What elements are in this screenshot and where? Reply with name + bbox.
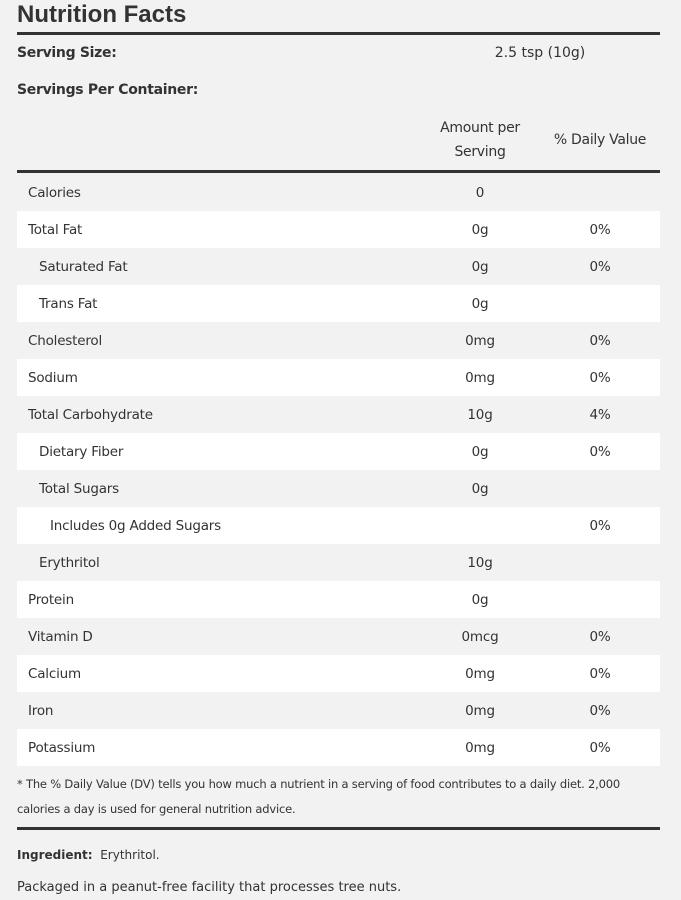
nutrient-name: Potassium (28, 739, 96, 756)
nutrient-amount: 0mg (465, 739, 495, 756)
table-row: Cholesterol 0mg 0% (17, 322, 660, 359)
nutrient-name: Vitamin D (28, 628, 93, 645)
nutrient-daily-value: 4% (589, 406, 611, 423)
nutrient-table: Calories 0 Total Fat 0g 0% Saturated Fat 0g 0% T… (17, 174, 660, 766)
amount-header: Amount per Serving (440, 120, 520, 160)
nutrient-name: Protein (28, 591, 74, 608)
table-row: Trans Fat 0g (17, 285, 660, 322)
nutrient-amount: 0g (471, 258, 489, 275)
nutrient-name: Includes 0g Added Sugars (50, 517, 221, 534)
nutrient-daily-value: 0% (589, 665, 611, 682)
daily-value-header: % Daily Value (553, 132, 647, 148)
nutrient-name: Total Fat (28, 221, 83, 238)
table-row: Potassium 0mg 0% (17, 729, 660, 766)
nutrient-daily-value: 0% (589, 628, 611, 645)
nutrient-daily-value: 0% (589, 221, 611, 238)
table-row: Total Sugars 0g (17, 470, 660, 507)
nutrient-name: Sodium (28, 369, 78, 386)
packaging-note: Packaged in a peanut-free facility that … (17, 880, 402, 895)
nutrient-amount: 0 (475, 184, 485, 201)
nutrient-amount: 0mg (465, 369, 495, 386)
nutrient-daily-value: 0% (589, 443, 611, 460)
nutrient-amount: 0mg (465, 332, 495, 349)
servings-per-container-label: Servings Per Container: (17, 82, 198, 98)
ingredient: Ingredient: Erythritol. (17, 848, 160, 862)
table-row: Protein 0g (17, 581, 660, 618)
table-row: Saturated Fat 0g 0% (17, 248, 660, 285)
table-row: Dietary Fiber 0g 0% (17, 433, 660, 470)
table-row: Calories 0 (17, 174, 660, 211)
nutrient-name: Saturated Fat (39, 258, 128, 275)
nutrient-amount: 0g (471, 591, 489, 608)
nutrient-daily-value: 0% (589, 702, 611, 719)
nutrient-name: Calories (28, 184, 81, 201)
serving-size-label: Serving Size: (17, 45, 117, 61)
nutrient-amount: 0mcg (461, 628, 499, 645)
table-row: Includes 0g Added Sugars 0% (17, 507, 660, 544)
nutrient-name: Iron (28, 702, 54, 719)
nutrient-amount: 0mg (465, 702, 495, 719)
nutrient-amount: 0g (471, 443, 489, 460)
table-row: Vitamin D 0mcg 0% (17, 618, 660, 655)
ingredient-value: Erythritol. (100, 848, 160, 862)
nutrient-amount: 0mg (465, 665, 495, 682)
nutrient-name: Trans Fat (39, 295, 98, 312)
nutrient-amount: 10g (467, 406, 493, 423)
nutrient-amount: 0g (471, 221, 489, 238)
nutrient-amount: 0g (471, 295, 489, 312)
divider (17, 170, 660, 173)
page-title: Nutrition Facts (17, 1, 187, 28)
nutrient-amount: 10g (467, 554, 493, 571)
nutrient-daily-value: 0% (589, 258, 611, 275)
table-row: Erythritol 10g (17, 544, 660, 581)
serving-size-value: 2.5 tsp (10g) (494, 45, 586, 61)
nutrient-name: Cholesterol (28, 332, 102, 349)
nutrient-daily-value: 0% (589, 332, 611, 349)
nutrient-name: Erythritol (39, 554, 100, 571)
nutrient-name: Dietary Fiber (39, 443, 124, 460)
divider (17, 32, 660, 35)
table-row: Sodium 0mg 0% (17, 359, 660, 396)
nutrient-daily-value: 0% (589, 739, 611, 756)
table-row: Calcium 0mg 0% (17, 655, 660, 692)
table-row: Total Fat 0g 0% (17, 211, 660, 248)
nutrient-name: Total Sugars (39, 480, 119, 497)
nutrient-daily-value: 0% (589, 369, 611, 386)
divider (17, 827, 660, 830)
nutrient-amount: 0g (471, 480, 489, 497)
table-row: Total Carbohydrate 10g 4% (17, 396, 660, 433)
nutrient-name: Total Carbohydrate (28, 406, 153, 423)
nutrient-daily-value: 0% (589, 517, 611, 534)
ingredient-label: Ingredient: (17, 848, 93, 862)
nutrient-name: Calcium (28, 665, 81, 682)
table-row: Iron 0mg 0% (17, 692, 660, 729)
footnote: * The % Daily Value (DV) tells you how m… (17, 777, 620, 816)
